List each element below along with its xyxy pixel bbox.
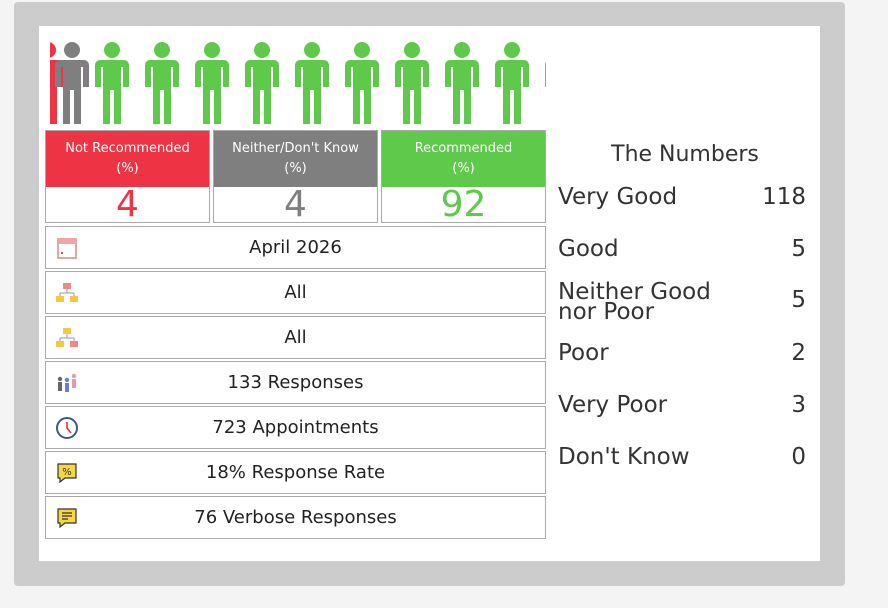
stat-header: Not Recommended (%) — [46, 131, 209, 187]
stat-neither: Neither/Don't Know (%) 4 — [213, 130, 378, 223]
stat-recommended: Recommended (%) 92 — [381, 130, 546, 223]
numbers-label: Don't Know — [558, 444, 690, 470]
person-icon — [545, 62, 546, 87]
person-icon-grey — [55, 42, 89, 124]
org-chart-yellow-icon — [56, 328, 78, 347]
numbers-row-dont-know: Don't Know 0 — [558, 444, 806, 470]
organisation-label: All — [284, 282, 307, 303]
numbers-value: 0 — [791, 444, 806, 470]
numbers-value: 5 — [791, 287, 806, 313]
appointments-row: 723 Appointments — [45, 406, 546, 449]
numbers-label: Good — [558, 236, 619, 262]
calendar-icon — [57, 238, 77, 259]
person-icon — [195, 42, 229, 124]
numbers-row-good: Good 5 — [558, 236, 806, 262]
numbers-row-neither: Neither Good nor Poor 5 — [558, 279, 806, 326]
responses-row: 133 Responses — [45, 361, 546, 404]
stat-header: Recommended (%) — [382, 131, 545, 187]
people-icon — [57, 373, 77, 392]
person-icon — [95, 42, 129, 124]
numbers-label: Neither Good nor Poor — [558, 279, 711, 325]
department-label: All — [284, 327, 307, 348]
verbose-responses-label: 76 Verbose Responses — [194, 507, 397, 528]
clock-icon — [56, 417, 78, 439]
person-icon-red — [50, 42, 65, 124]
stat-not-recommended: Not Recommended (%) 4 — [45, 130, 210, 223]
filter-organisation[interactable]: All — [45, 271, 546, 314]
stat-header: Neither/Don't Know (%) — [214, 131, 377, 187]
person-icon — [345, 42, 379, 124]
person-icon — [395, 42, 429, 124]
response-rate-row: % 18% Response Rate — [45, 451, 546, 494]
numbers-value: 5 — [791, 236, 806, 262]
stat-value: 4 — [116, 184, 139, 225]
numbers-label: Very Poor — [558, 392, 668, 418]
numbers-row-very-good: Very Good 118 — [558, 184, 806, 210]
person-icon — [145, 42, 179, 124]
numbers-label: Poor — [558, 340, 609, 366]
percent-icon: % — [57, 463, 77, 484]
numbers-row-poor: Poor 2 — [558, 340, 806, 366]
numbers-row-very-poor: Very Poor 3 — [558, 392, 806, 418]
verbose-responses-row: 76 Verbose Responses — [45, 496, 546, 539]
numbers-value: 2 — [791, 340, 806, 366]
numbers-value: 3 — [791, 392, 806, 418]
stat-value: 4 — [284, 184, 307, 225]
numbers-value: 118 — [762, 184, 806, 210]
person-icon — [295, 42, 329, 124]
person-icon — [245, 42, 279, 124]
responses-label: 133 Responses — [227, 372, 364, 393]
appointments-label: 723 Appointments — [212, 417, 379, 438]
svg-text:%: % — [62, 467, 72, 478]
numbers-title: The Numbers — [611, 142, 759, 167]
comment-icon — [57, 508, 77, 529]
filter-period[interactable]: April 2026 — [45, 226, 546, 269]
filter-department[interactable]: All — [45, 316, 546, 359]
recommendation-figures — [50, 42, 546, 124]
person-icon — [495, 42, 529, 124]
numbers-label: Very Good — [558, 184, 678, 210]
response-rate-label: 18% Response Rate — [205, 462, 386, 483]
person-icon — [445, 42, 479, 124]
period-label: April 2026 — [249, 237, 342, 258]
org-chart-red-icon — [56, 283, 78, 302]
stat-value: 92 — [440, 184, 487, 225]
